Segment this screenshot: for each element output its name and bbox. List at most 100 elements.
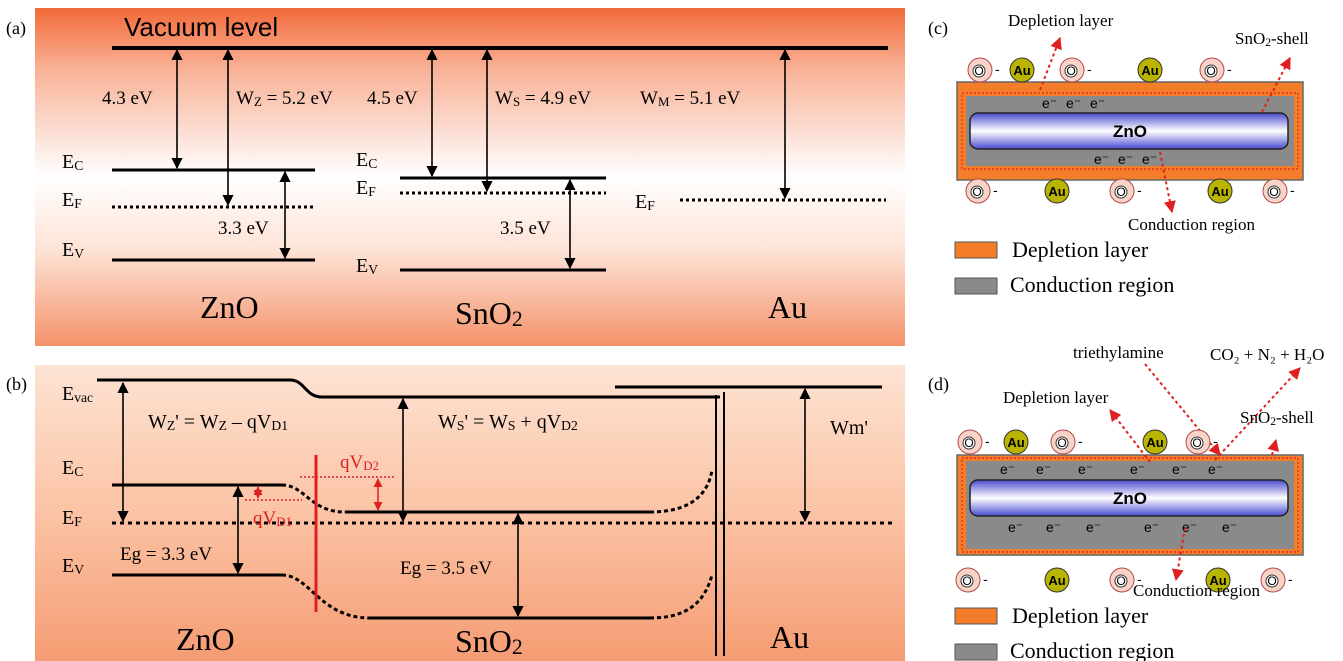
particle-label: O [964,436,973,450]
text-part: F [368,184,376,199]
figure: (a) Vacuum level 4.3 eV WZ = 5.2 eV 3.3 eV E C… [0,0,1343,661]
material-label: ZnO [200,289,259,325]
legend-swatch [955,242,997,258]
text-part: W [438,411,457,433]
electron-label: e⁻ [1182,519,1197,535]
text-part: S [457,418,465,433]
panel-label: (c) [928,18,948,39]
text-part: -shell [1271,29,1309,48]
text-part: E [62,239,74,261]
electron-label: e⁻ [1090,95,1105,111]
electron-label: e⁻ [1172,461,1187,477]
text-part: qV [253,508,277,529]
legend-label: Conduction region [1010,638,1174,661]
text-part: F [74,196,82,211]
energy-label: 3.3 eV [218,218,269,239]
particle-label: O [1057,436,1066,450]
text-part: SnO [455,623,512,659]
energy-label: Eg = 3.3 eV [120,544,212,565]
material-label: Au [770,619,809,655]
red-arrow [1110,410,1150,462]
text-part: V [368,262,378,277]
text-part: E [356,149,368,171]
charge-label: - [985,433,990,449]
particle-label: O [1116,574,1125,588]
electron-label: e⁻ [1042,95,1057,111]
particle-label: Au [1007,435,1024,450]
text-part: SnO [1235,29,1265,48]
text-part: D1 [276,514,292,529]
charge-label: - [993,182,998,198]
text-part: SnO [455,295,512,331]
annotation: Conduction region [1128,215,1256,234]
charge-label: - [995,61,1000,77]
text-part: V [74,246,84,261]
text-part: + qV [515,411,561,433]
text-part: ' = W [464,411,508,433]
material-label: ZnO [176,621,235,657]
particle-label: O [974,64,983,78]
text-part: 2 [512,635,523,659]
electron-label: e⁻ [1008,519,1023,535]
text-part: Z [167,418,175,433]
legend-swatch [955,644,997,660]
text-part: Z [254,94,262,109]
charge-label: - [983,571,988,587]
charge-label: - [1213,433,1218,449]
text-part: – qV [227,411,272,433]
panel-label: (b) [6,374,27,395]
electron-label: e⁻ [1130,461,1145,477]
particle-label: Au [1141,63,1158,78]
legend-label: Depletion layer [1012,237,1149,262]
text-part: = 5.1 eV [669,88,740,109]
text-part: Z [219,418,227,433]
charge-label: - [1078,433,1083,449]
particle-label: Au [1048,573,1065,588]
text-part: E [62,383,74,405]
legend-swatch [955,608,997,624]
text-part: SnO [1240,408,1270,427]
text-part: E [62,457,74,479]
text-part: -shell [1276,408,1314,427]
electron-label: e⁻ [1086,519,1101,535]
legend-swatch [955,278,997,294]
energy-label: Wm' [830,417,868,439]
text-part: qV [340,452,364,473]
electron-label: e⁻ [1046,519,1061,535]
core-label: ZnO [1113,489,1147,508]
charge-label: - [1087,61,1092,77]
text-part: W [640,88,658,109]
text-part: F [74,514,82,529]
text-part: ' = W [175,411,219,433]
energy-label: 4.3 eV [102,88,153,109]
text-part: W [148,411,167,433]
annotation: Conduction region [1133,581,1261,600]
charge-label: - [1290,182,1295,198]
panel-label: (a) [6,18,26,39]
electron-label: e⁻ [1208,461,1223,477]
text-part: E [356,177,368,199]
annotation: Depletion layer [1008,11,1114,30]
electron-label: e⁻ [1078,461,1093,477]
text-part: S [508,418,516,433]
charge-label: - [1137,182,1142,198]
annotation: SnO2-shell [1235,29,1309,49]
text-part: 2 [512,307,523,331]
text-part: V [74,562,84,577]
red-arrow [1272,440,1276,455]
particle-label: Au [1013,63,1030,78]
text-part: W [495,88,513,109]
particle-label: Au [1146,435,1163,450]
particle-label: O [1269,185,1278,199]
text-part: C [74,158,83,173]
text-part: = 4.9 eV [520,88,591,109]
energy-label: 4.5 eV [367,88,418,109]
energy-label: WZ = 5.2 eV [236,88,333,109]
text-part: E [635,191,647,213]
text-part: S [513,94,520,109]
electron-label: e⁻ [1118,151,1133,167]
electron-label: e⁻ [1036,461,1051,477]
electron-label: e⁻ [1222,519,1237,535]
vacuum-level-label: Vacuum level [124,12,278,42]
energy-label: 3.5 eV [500,218,551,239]
